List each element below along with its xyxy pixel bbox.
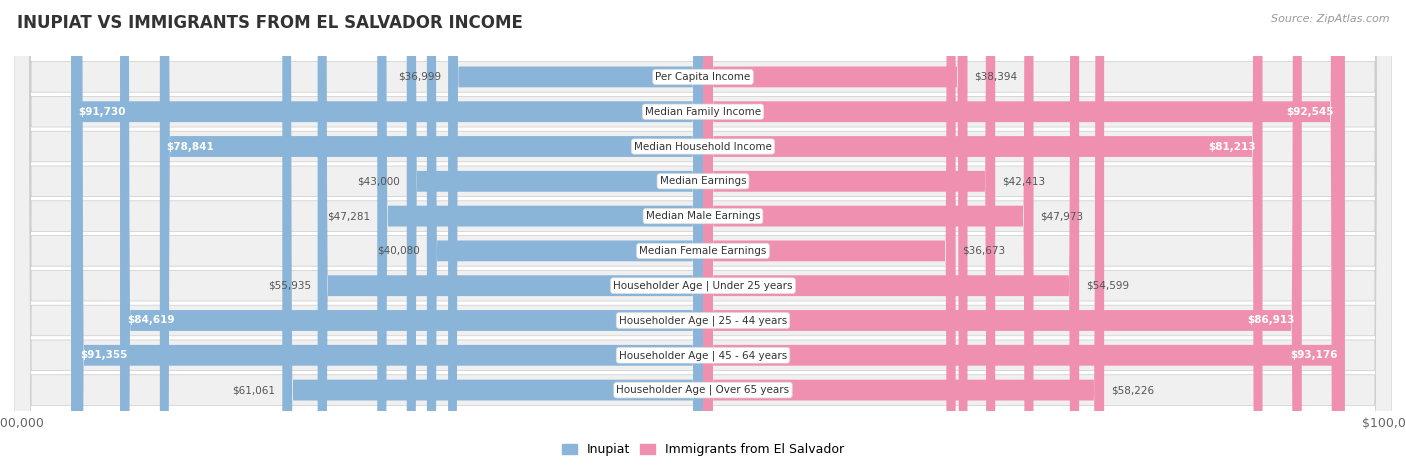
FancyBboxPatch shape — [14, 0, 1392, 467]
FancyBboxPatch shape — [14, 0, 1392, 467]
Text: $81,213: $81,213 — [1208, 142, 1256, 151]
Text: Median Female Earnings: Median Female Earnings — [640, 246, 766, 256]
FancyBboxPatch shape — [703, 0, 1104, 467]
Text: Householder Age | 45 - 64 years: Householder Age | 45 - 64 years — [619, 350, 787, 361]
FancyBboxPatch shape — [406, 0, 703, 467]
FancyBboxPatch shape — [14, 0, 1392, 467]
Text: $47,281: $47,281 — [328, 211, 370, 221]
FancyBboxPatch shape — [73, 0, 703, 467]
Text: Median Family Income: Median Family Income — [645, 107, 761, 117]
Text: $43,000: $43,000 — [357, 177, 399, 186]
Text: $78,841: $78,841 — [167, 142, 215, 151]
Text: Per Capita Income: Per Capita Income — [655, 72, 751, 82]
Text: Householder Age | 25 - 44 years: Householder Age | 25 - 44 years — [619, 315, 787, 326]
FancyBboxPatch shape — [703, 0, 1340, 467]
FancyBboxPatch shape — [14, 0, 1392, 467]
FancyBboxPatch shape — [14, 0, 1392, 467]
FancyBboxPatch shape — [14, 0, 1392, 467]
Text: Source: ZipAtlas.com: Source: ZipAtlas.com — [1271, 14, 1389, 24]
FancyBboxPatch shape — [318, 0, 703, 467]
FancyBboxPatch shape — [427, 0, 703, 467]
FancyBboxPatch shape — [703, 0, 1346, 467]
Text: $36,999: $36,999 — [398, 72, 441, 82]
Text: $55,935: $55,935 — [267, 281, 311, 290]
Text: Median Male Earnings: Median Male Earnings — [645, 211, 761, 221]
Text: $86,913: $86,913 — [1247, 316, 1295, 325]
Text: Median Earnings: Median Earnings — [659, 177, 747, 186]
Text: INUPIAT VS IMMIGRANTS FROM EL SALVADOR INCOME: INUPIAT VS IMMIGRANTS FROM EL SALVADOR I… — [17, 14, 523, 32]
FancyBboxPatch shape — [160, 0, 703, 467]
Text: $40,080: $40,080 — [377, 246, 420, 256]
FancyBboxPatch shape — [14, 0, 1392, 467]
Text: $42,413: $42,413 — [1002, 177, 1045, 186]
Text: $91,730: $91,730 — [77, 107, 125, 117]
Text: $84,619: $84,619 — [127, 316, 174, 325]
FancyBboxPatch shape — [703, 0, 1263, 467]
FancyBboxPatch shape — [703, 0, 967, 467]
FancyBboxPatch shape — [703, 0, 1033, 467]
FancyBboxPatch shape — [120, 0, 703, 467]
FancyBboxPatch shape — [703, 0, 956, 467]
Text: Median Household Income: Median Household Income — [634, 142, 772, 151]
Legend: Inupiat, Immigrants from El Salvador: Inupiat, Immigrants from El Salvador — [557, 439, 849, 461]
Text: $93,176: $93,176 — [1291, 350, 1339, 360]
FancyBboxPatch shape — [283, 0, 703, 467]
Text: $47,973: $47,973 — [1040, 211, 1084, 221]
FancyBboxPatch shape — [72, 0, 703, 467]
FancyBboxPatch shape — [377, 0, 703, 467]
FancyBboxPatch shape — [14, 0, 1392, 467]
FancyBboxPatch shape — [14, 0, 1392, 467]
FancyBboxPatch shape — [703, 0, 1302, 467]
FancyBboxPatch shape — [703, 0, 995, 467]
Text: $58,226: $58,226 — [1111, 385, 1154, 395]
FancyBboxPatch shape — [14, 0, 1392, 467]
FancyBboxPatch shape — [703, 0, 1080, 467]
Text: $38,394: $38,394 — [974, 72, 1018, 82]
Text: $61,061: $61,061 — [232, 385, 276, 395]
Text: $36,673: $36,673 — [963, 246, 1005, 256]
Text: $92,545: $92,545 — [1286, 107, 1334, 117]
Text: $91,355: $91,355 — [80, 350, 128, 360]
Text: $54,599: $54,599 — [1085, 281, 1129, 290]
Text: Householder Age | Under 25 years: Householder Age | Under 25 years — [613, 281, 793, 291]
Text: Householder Age | Over 65 years: Householder Age | Over 65 years — [616, 385, 790, 396]
FancyBboxPatch shape — [449, 0, 703, 467]
